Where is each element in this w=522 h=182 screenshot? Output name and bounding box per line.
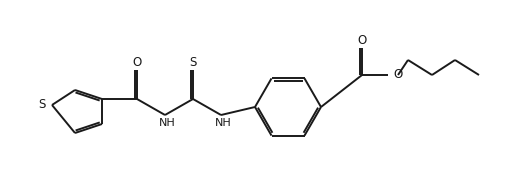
Text: S: S xyxy=(39,98,46,112)
Text: S: S xyxy=(189,56,197,70)
Text: O: O xyxy=(358,35,366,48)
Text: O: O xyxy=(133,56,141,70)
Text: NH: NH xyxy=(159,118,175,128)
Text: O: O xyxy=(393,68,402,82)
Text: NH: NH xyxy=(215,118,231,128)
